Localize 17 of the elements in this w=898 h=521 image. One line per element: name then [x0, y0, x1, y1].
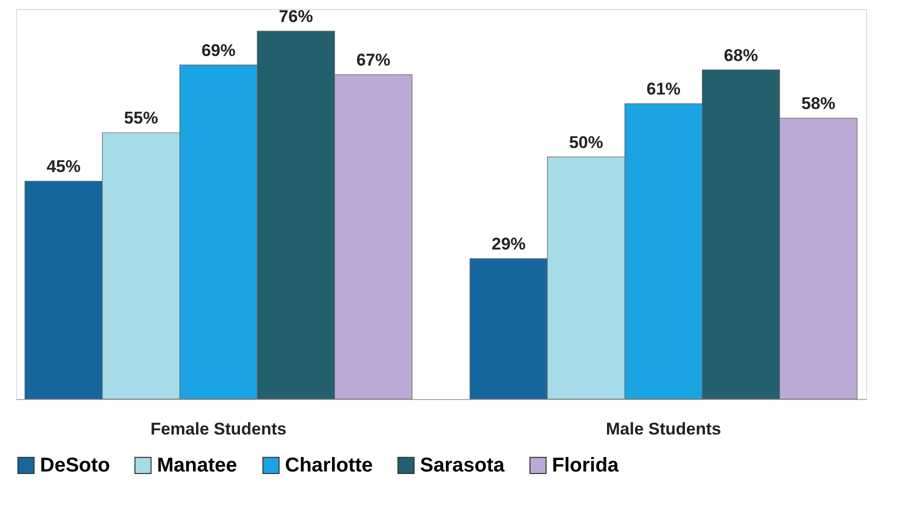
data-label: 61%: [646, 80, 681, 99]
data-label: 55%: [124, 108, 158, 128]
x-tick-label: Male Students: [606, 420, 722, 438]
data-label: 45%: [46, 157, 81, 176]
x-tick-label: Female Students: [150, 420, 287, 438]
data-label: 29%: [492, 234, 526, 254]
data-label: 50%: [569, 132, 604, 152]
legend-label: DeSoto: [40, 454, 110, 476]
legend-label: Florida: [552, 454, 620, 476]
data-label: 76%: [278, 7, 313, 26]
legend-label: Charlotte: [285, 454, 373, 476]
data-label: 58%: [801, 94, 836, 114]
legend-label: Manatee: [157, 454, 238, 476]
data-label: 69%: [201, 40, 236, 60]
data-label: 67%: [356, 50, 390, 70]
data-label: 68%: [724, 46, 758, 65]
legend-label: Sarasota: [420, 454, 506, 476]
